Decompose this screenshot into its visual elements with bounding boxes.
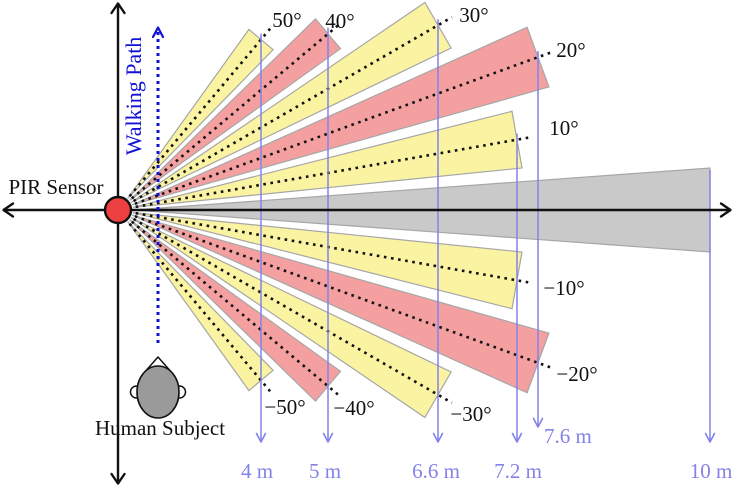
distance-label-6_6m: 6.6 m [412,459,460,483]
down-arrow-icon [532,417,544,428]
left-arrow-icon [2,202,15,218]
distance-label-4m: 4 m [241,459,273,483]
distance-label-5m: 5 m [309,459,341,483]
beam-centerline-10deg [135,135,534,209]
angle-label-minus10: −10° [543,276,584,300]
pir-sensor-dot [103,195,133,225]
up-arrow-icon [151,26,165,39]
beam-centerline--10deg [135,211,534,285]
labels-layer: PIR Sensor Walking Path Human Subject 50… [8,3,732,483]
down-arrow-icon [511,432,523,443]
distance-markers-layer [255,19,716,443]
down-arrow-icon [432,432,444,443]
angle-label-minus40: −40° [333,396,374,420]
human-subject-label: Human Subject [95,416,225,440]
angle-label-plus10: 10° [549,116,578,140]
beam-centerline-50deg [128,26,273,198]
figures-layer [103,26,187,419]
beam-centerline-40deg [130,22,342,200]
distance-marker-7.6m [532,51,544,428]
distance-marker-7.2m [511,133,523,443]
angle-label-minus20: −20° [556,362,597,386]
up-arrow-icon [110,2,126,15]
down-arrow-icon [255,432,267,443]
distance-label-7_2m: 7.2 m [494,459,542,483]
down-arrow-icon [704,432,716,443]
down-arrow-icon [110,472,126,485]
walking-path-label: Walking Path [121,37,146,156]
distance-marker-6.6m [432,19,444,443]
beam-centerline--40deg [130,220,342,398]
human-subject-figure [129,356,187,419]
beam-centerlines-layer [128,16,554,404]
head-icon [136,365,180,419]
angle-label-plus20: 20° [556,38,585,62]
beam-centerline--20deg [134,214,554,370]
right-arrow-icon [719,202,732,218]
beam-centerline-20deg [134,50,554,206]
down-arrow-icon [322,432,334,443]
pir-sensor-label: PIR Sensor [8,175,103,199]
distance-marker-5m [322,27,334,443]
distance-label-10m: 10 m [690,459,733,483]
angle-label-plus50: 50° [272,8,301,32]
beam-centerline--50deg [128,222,273,394]
distance-marker-4m [255,33,267,443]
angle-label-minus50: −50° [264,395,305,419]
distance-marker-10m [704,170,716,443]
angle-label-minus30: −30° [450,402,491,426]
angle-label-plus30: 30° [459,3,488,27]
distance-label-7_6m: 7.6 m [544,424,592,448]
angle-label-plus40: 40° [325,9,354,33]
